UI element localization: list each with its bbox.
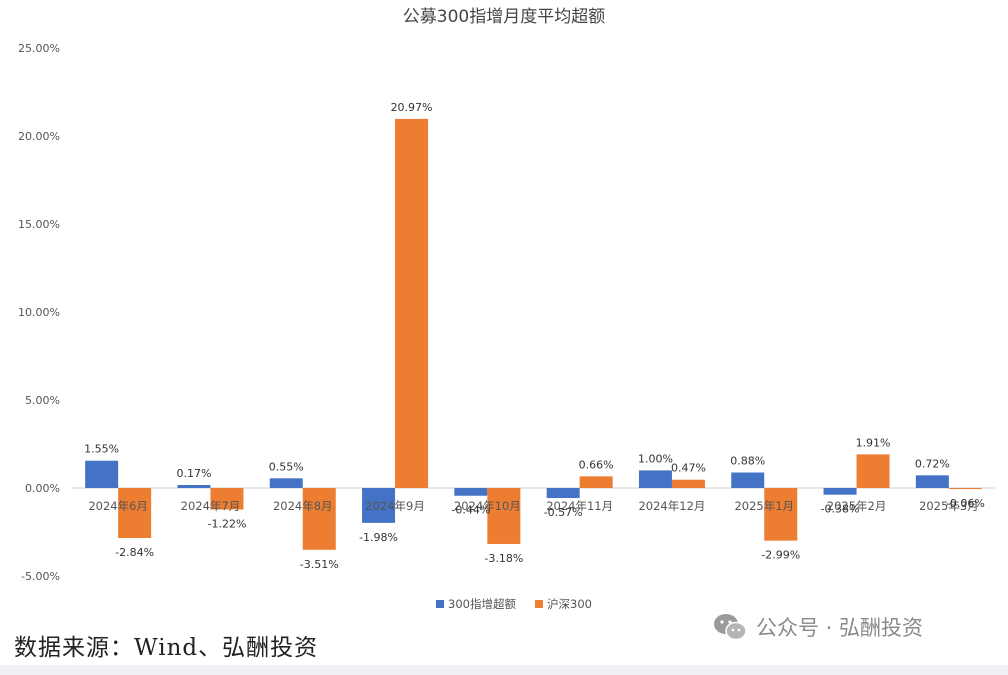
data-label: -1.22% — [207, 517, 246, 530]
watermark: 公众号 · 弘酬投资 — [712, 612, 923, 642]
bar-excess — [915, 475, 949, 488]
data-label: 0.72% — [915, 457, 950, 470]
data-labels: 1.55%0.17%0.55%-1.98%-0.44% -0.57%1.00% 0.… — [84, 101, 985, 571]
legend-label: 沪深300 — [547, 597, 592, 611]
bar-excess — [823, 488, 857, 495]
y-tick-label: -5.00% — [21, 570, 60, 583]
data-label: -2.84% — [115, 546, 154, 559]
data-label: -3.51% — [300, 558, 339, 571]
bar-hs300 — [302, 488, 336, 550]
bottom-band — [0, 665, 1008, 675]
bars — [85, 118, 982, 550]
data-label: -0.44% — [451, 504, 490, 517]
data-label: 0.66% — [579, 458, 614, 471]
x-category-label: 2024年11月 — [546, 499, 613, 513]
y-tick-label: 25.00% — [18, 42, 60, 55]
bar-hs300 — [671, 479, 705, 488]
data-label: -3.18% — [484, 552, 523, 565]
data-label: -1.98% — [359, 531, 398, 544]
x-category-label: 2025年2月 — [827, 499, 887, 513]
data-label: 0.47% — [671, 462, 706, 475]
legend-swatch — [436, 600, 444, 608]
bar-excess — [362, 488, 396, 523]
bar-hs300 — [487, 488, 521, 544]
bar-hs300 — [210, 488, 244, 510]
x-category-label: 2024年7月 — [181, 499, 241, 513]
data-label: -0.38% — [821, 503, 860, 516]
x-category-label: 2025年1月 — [734, 499, 794, 513]
bar-hs300 — [579, 476, 613, 488]
data-label: 0.88% — [730, 455, 765, 468]
chart-title: 公募300指增月度平均超额 — [403, 7, 605, 27]
bar-hs300 — [856, 454, 890, 488]
x-axis-categories: 2024年6月 2024年7月 2024年8月 2024年9月 2024年10月 2024… — [88, 499, 978, 513]
bar-hs300 — [948, 488, 982, 490]
legend: 300指增超额 沪深300 — [436, 597, 592, 611]
y-tick-label: 5.00% — [25, 394, 60, 407]
y-tick-label: 15.00% — [18, 218, 60, 231]
bar-excess — [546, 488, 580, 499]
x-category-label: 2024年6月 — [88, 499, 148, 513]
legend-swatch — [535, 600, 543, 608]
bar-excess — [85, 460, 119, 488]
data-label: -0.57% — [544, 506, 583, 519]
legend-label: 300指增超额 — [448, 597, 516, 611]
data-label: 1.91% — [856, 436, 891, 449]
bar-excess — [638, 470, 672, 488]
data-label: 0.55% — [269, 460, 304, 473]
watermark-text: 公众号 · 弘酬投资 — [756, 616, 924, 640]
x-category-label: 2024年9月 — [365, 499, 425, 513]
x-category-label: 2024年8月 — [273, 499, 333, 513]
data-label: -2.99% — [761, 549, 800, 562]
data-label: 20.97% — [391, 101, 433, 114]
x-category-label: 2025年3月 — [919, 499, 979, 513]
y-tick-label: 10.00% — [18, 306, 60, 319]
bar-hs300 — [118, 488, 152, 538]
bar-hs300 — [764, 488, 798, 541]
data-label: -0.06% — [946, 497, 985, 510]
bar-excess — [269, 478, 303, 488]
source-note: 数据来源：Wind、弘酬投资 — [14, 635, 319, 661]
bar-hs300 — [395, 118, 429, 488]
x-category-label: 2024年12月 — [638, 499, 705, 513]
bar-excess — [177, 485, 211, 488]
data-label: 0.17% — [176, 467, 211, 480]
data-label: 1.00% — [638, 452, 673, 465]
y-tick-label: 0.00% — [25, 482, 60, 495]
y-tick-label: 20.00% — [18, 130, 60, 143]
bar-excess — [731, 472, 765, 488]
x-category-label: 2024年10月 — [454, 499, 521, 513]
data-label: 1.55% — [84, 443, 119, 456]
wechat-icon — [714, 614, 747, 641]
bar-excess — [454, 488, 488, 496]
